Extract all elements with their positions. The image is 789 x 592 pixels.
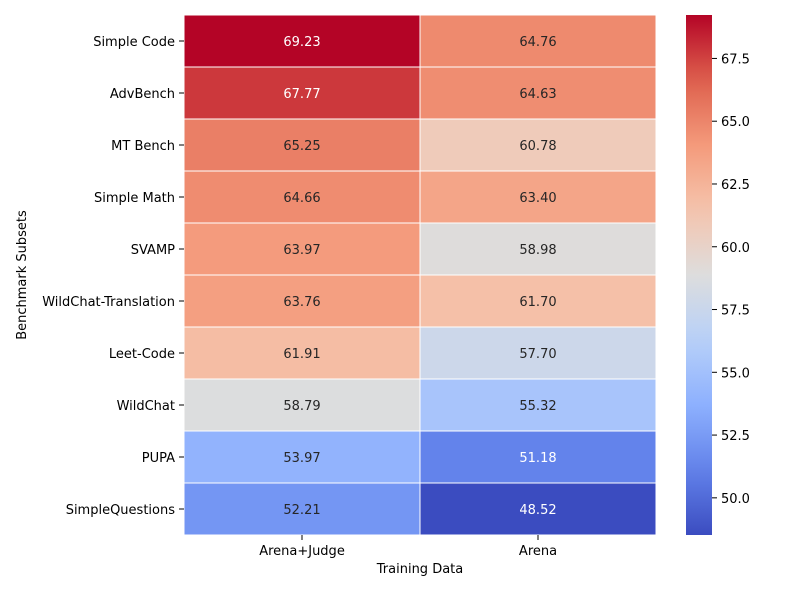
- row-label: MT Bench: [111, 139, 175, 154]
- cell-value-label: 64.63: [519, 87, 556, 102]
- x-axis-label: Training Data: [376, 562, 463, 577]
- heatmap-cells: 69.23 64.76 67.77 64.63 65.25 60.78 64.66 63.40…: [183, 14, 657, 536]
- column-label: Arena+Judge: [259, 544, 345, 559]
- heatmap-cell: [183, 430, 421, 484]
- heatmap-cell: [183, 326, 421, 380]
- cell-value-label: 64.66: [283, 191, 320, 206]
- cell-value-label: 60.78: [519, 139, 556, 154]
- cell-value-label: 58.79: [283, 399, 320, 414]
- heatmap-cell: [183, 14, 421, 68]
- heatmap-cell: [419, 118, 657, 172]
- colorbar-tick-label: 50.0: [721, 492, 750, 507]
- cell-value-label: 64.76: [519, 35, 556, 50]
- row-label: Simple Code: [93, 35, 175, 50]
- heatmap-cell: [419, 482, 657, 536]
- cell-value-label: 53.97: [283, 451, 320, 466]
- row-label: SimpleQuestions: [66, 503, 176, 518]
- colorbar-tick-label: 55.0: [721, 366, 750, 381]
- row-label: SVAMP: [131, 243, 175, 258]
- cell-value-label: 65.25: [283, 139, 320, 154]
- heatmap-cell: [419, 170, 657, 224]
- colorbar-tick-label: 52.5: [721, 429, 750, 444]
- heatmap-cell: [183, 118, 421, 172]
- row-label: Leet-Code: [109, 347, 175, 362]
- colorbar: [686, 15, 712, 535]
- column-tick-labels: Arena+Judge Arena: [259, 535, 557, 559]
- cell-value-label: 48.52: [519, 503, 556, 518]
- cell-value-label: 51.18: [519, 451, 556, 466]
- cell-value-label: 61.91: [283, 347, 320, 362]
- row-label: Simple Math: [94, 191, 175, 206]
- colorbar-tick-label: 67.5: [721, 52, 750, 67]
- cell-value-label: 52.21: [283, 503, 320, 518]
- colorbar-tick-label: 62.5: [721, 178, 750, 193]
- heatmap-cell: [183, 482, 421, 536]
- heatmap-cell: [419, 222, 657, 276]
- heatmap-cell: [419, 274, 657, 328]
- cell-value-label: 63.97: [283, 243, 320, 258]
- cell-value-label: 67.77: [283, 87, 320, 102]
- column-label: Arena: [519, 544, 557, 559]
- heatmap-cell: [419, 66, 657, 120]
- cell-value-label: 69.23: [283, 35, 320, 50]
- cell-value-label: 57.70: [519, 347, 556, 362]
- heatmap-cell: [419, 378, 657, 432]
- colorbar-tick-label: 65.0: [721, 115, 750, 130]
- colorbar-tick-label: 60.0: [721, 241, 750, 256]
- heatmap-cell: [419, 326, 657, 380]
- heatmap-cell: [419, 14, 657, 68]
- row-tick-labels: Simple Code AdvBench MT Bench Simple Math SV…: [42, 35, 184, 518]
- cell-value-label: 55.32: [519, 399, 556, 414]
- row-label: WildChat: [117, 399, 175, 414]
- row-label: AdvBench: [110, 87, 175, 102]
- row-label: PUPA: [142, 451, 175, 466]
- cell-value-label: 61.70: [519, 295, 556, 310]
- cell-value-label: 63.40: [519, 191, 556, 206]
- colorbar-tick-label: 57.5: [721, 304, 750, 319]
- cell-value-label: 63.76: [283, 295, 320, 310]
- colorbar-ticks: 50.0 52.5 55.0 57.5 60.0 62.5 65.0 67.5: [712, 52, 750, 507]
- heatmap-cell: [419, 430, 657, 484]
- heatmap-cell: [183, 66, 421, 120]
- cell-value-label: 58.98: [519, 243, 556, 258]
- row-label: WildChat-Translation: [42, 295, 175, 310]
- y-axis-label: Benchmark Subsets: [15, 210, 30, 340]
